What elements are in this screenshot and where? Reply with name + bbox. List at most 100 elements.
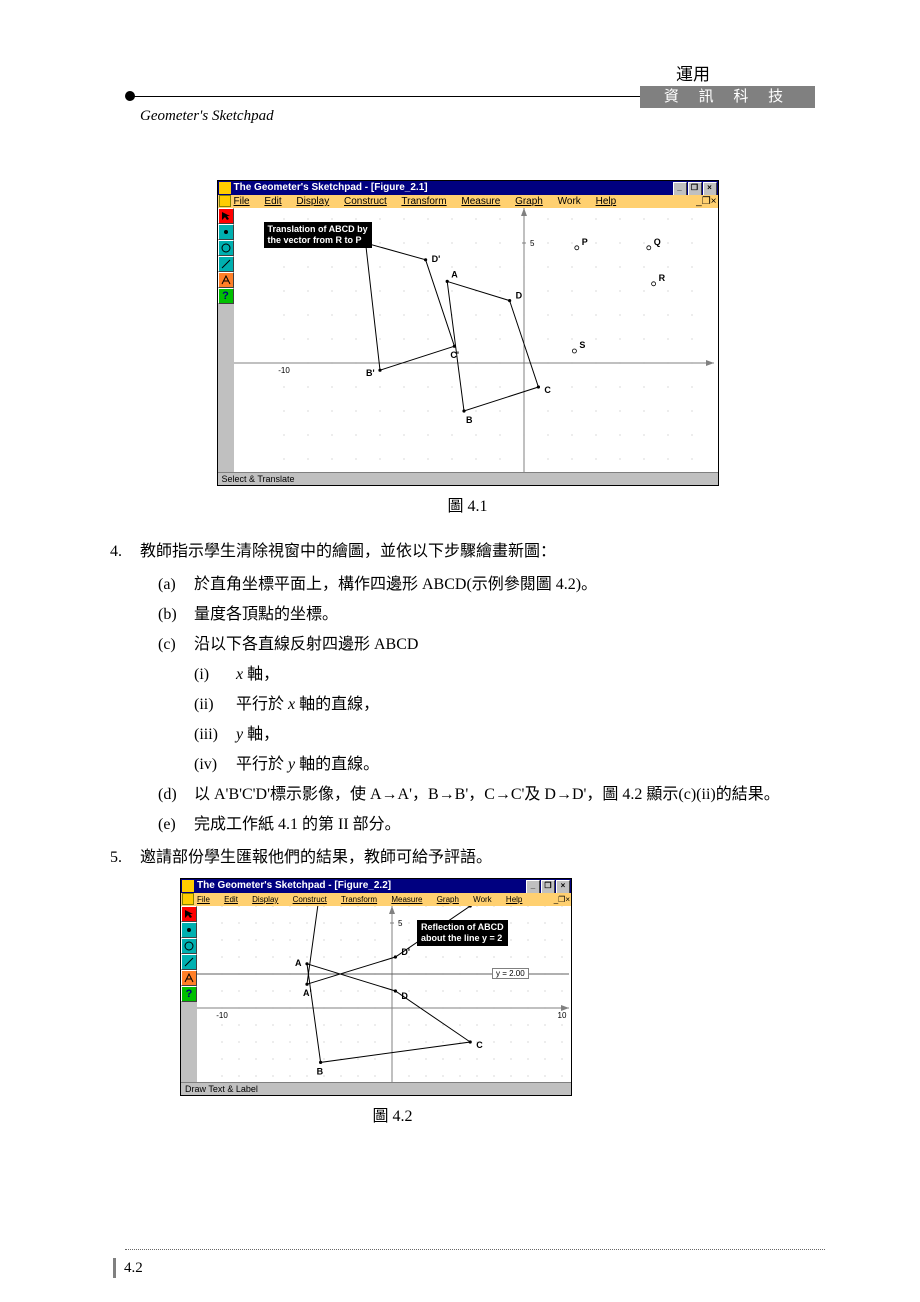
roman-iv-label: (iv) (194, 750, 236, 780)
minimize-button[interactable]: _ (526, 880, 540, 894)
tool-help[interactable]: ? (181, 986, 197, 1002)
item5-number: 5. (110, 844, 140, 872)
roman-ii-label: (ii) (194, 690, 236, 720)
menu-display[interactable]: Display (296, 196, 329, 207)
tool-point[interactable] (181, 922, 197, 938)
header-subtitle: Geometer's Sketchpad (140, 108, 274, 125)
menu-measure[interactable]: Measure (391, 895, 422, 904)
tool-help[interactable]: ? (218, 288, 234, 304)
menu-measure[interactable]: Measure (461, 196, 500, 207)
roman-iv-text: 平行於 y 軸的直線。 (236, 750, 825, 780)
tool-line[interactable] (218, 256, 234, 272)
roman-i-label: (i) (194, 660, 236, 690)
svg-text:C: C (544, 385, 551, 395)
menu-help[interactable]: Help (596, 196, 617, 207)
figure-4-2-window: The Geometer's Sketchpad - [Figure_2.2] … (180, 878, 572, 1096)
item4-number: 4. (110, 538, 140, 566)
header-top-right: 運用 (676, 60, 710, 85)
sub-b-text: 量度各頂點的坐標。 (194, 600, 825, 630)
svg-text:B': B' (366, 368, 375, 378)
sub-e-text: 完成工作紙 4.1 的第 II 部分。 (194, 810, 825, 840)
gsp2-toolbar: ? (181, 906, 197, 1082)
gsp1-status: Select & Translate (218, 472, 718, 485)
svg-text:5: 5 (530, 239, 535, 248)
menu-transform[interactable]: Transform (341, 895, 377, 904)
menu-work[interactable]: Work (473, 895, 492, 904)
svg-text:S: S (579, 340, 585, 350)
instructions: 4. 教師指示學生清除視窗中的繪圖，並依以下步驟繪畫新圖： (a) 於直角坐標平… (110, 538, 825, 872)
doc-maximize-button[interactable]: ❐ (558, 893, 565, 906)
menu-edit[interactable]: Edit (224, 895, 238, 904)
gsp2-svg: -10105ABCDA'B'C'D' (197, 906, 569, 1082)
svg-text:P: P (581, 237, 587, 247)
gsp2-status: Draw Text & Label (181, 1082, 571, 1095)
doc-icon (219, 195, 231, 207)
app-icon (219, 182, 231, 194)
item5-text: 邀請部份學生匯報他們的結果，教師可給予評語。 (140, 844, 825, 872)
gsp1-toolbar: ? (218, 208, 234, 472)
svg-text:D': D' (401, 947, 410, 957)
roman-ii-text: 平行於 x 軸的直線， (236, 690, 825, 720)
doc-close-button[interactable]: × (565, 893, 570, 906)
tool-select[interactable] (181, 906, 197, 922)
tool-point[interactable] (218, 224, 234, 240)
roman-i-text: x 軸， (236, 660, 825, 690)
gsp1-title: The Geometer's Sketchpad - [Figure_2.1] (234, 182, 428, 193)
app-icon (182, 880, 194, 892)
tool-text[interactable] (181, 970, 197, 986)
doc-close-button[interactable]: × (711, 195, 717, 208)
sub-d-text: 以 A'B'C'D'標示影像，使 A→A'，B→B'，C→C'及 D→D'，圖 … (194, 780, 825, 810)
tool-line[interactable] (181, 954, 197, 970)
menu-display[interactable]: Display (252, 895, 278, 904)
footer-rule (125, 1249, 825, 1250)
header-dot (125, 91, 135, 101)
menu-help[interactable]: Help (506, 895, 522, 904)
sub-b-label: (b) (158, 600, 194, 630)
doc-icon (182, 893, 194, 905)
menu-edit[interactable]: Edit (264, 196, 281, 207)
svg-text:D': D' (431, 254, 440, 264)
menu-construct[interactable]: Construct (344, 196, 387, 207)
tool-select[interactable] (218, 208, 234, 224)
page-header: 運用 資 訊 科 技 Geometer's Sketchpad (0, 60, 920, 110)
figure-4-1-caption: 圖 4.1 (110, 492, 825, 516)
sub-a-label: (a) (158, 570, 194, 600)
svg-text:D: D (401, 991, 408, 1001)
menu-work[interactable]: Work (558, 196, 581, 207)
menu-file[interactable]: File (234, 196, 250, 207)
gsp2-title: The Geometer's Sketchpad - [Figure_2.2] (197, 880, 391, 891)
tool-circle[interactable] (181, 938, 197, 954)
maximize-button[interactable]: ❐ (541, 880, 555, 894)
svg-text:Q: Q (653, 237, 660, 247)
close-button[interactable]: × (703, 182, 717, 196)
roman-iii-text: y 軸， (236, 720, 825, 750)
gsp1-canvas[interactable]: -105-5ABCDA'B'C'D'PQRS Translation of AB… (234, 208, 718, 472)
gsp2-canvas[interactable]: -10105ABCDA'B'C'D' Reflection of ABCD ab… (197, 906, 571, 1082)
svg-text:-10: -10 (216, 1011, 228, 1020)
svg-text:A: A (295, 958, 302, 968)
svg-text:C: C (476, 1040, 483, 1050)
item4-text: 教師指示學生清除視窗中的繪圖，並依以下步驟繪畫新圖： (140, 538, 825, 566)
close-button[interactable]: × (556, 880, 570, 894)
svg-text:R: R (658, 273, 665, 283)
svg-text:A: A (451, 269, 458, 279)
sub-d-label: (d) (158, 780, 194, 810)
minimize-button[interactable]: _ (673, 182, 687, 196)
menu-graph[interactable]: Graph (515, 196, 543, 207)
menu-file[interactable]: File (197, 895, 210, 904)
tool-text[interactable] (218, 272, 234, 288)
svg-text:5: 5 (398, 919, 403, 928)
sub-e-label: (e) (158, 810, 194, 840)
header-band: 資 訊 科 技 (640, 86, 815, 108)
svg-text:D: D (515, 291, 522, 301)
page-number: 4.2 (113, 1258, 143, 1278)
maximize-button[interactable]: ❐ (688, 182, 702, 196)
figure-4-2-caption: 圖 4.2 (0, 1102, 825, 1126)
menu-graph[interactable]: Graph (437, 895, 459, 904)
svg-text:B: B (466, 415, 473, 425)
menu-construct[interactable]: Construct (293, 895, 327, 904)
doc-maximize-button[interactable]: ❐ (702, 195, 711, 208)
menu-transform[interactable]: Transform (401, 196, 446, 207)
figure-4-1-window: The Geometer's Sketchpad - [Figure_2.1] … (217, 180, 719, 486)
tool-circle[interactable] (218, 240, 234, 256)
